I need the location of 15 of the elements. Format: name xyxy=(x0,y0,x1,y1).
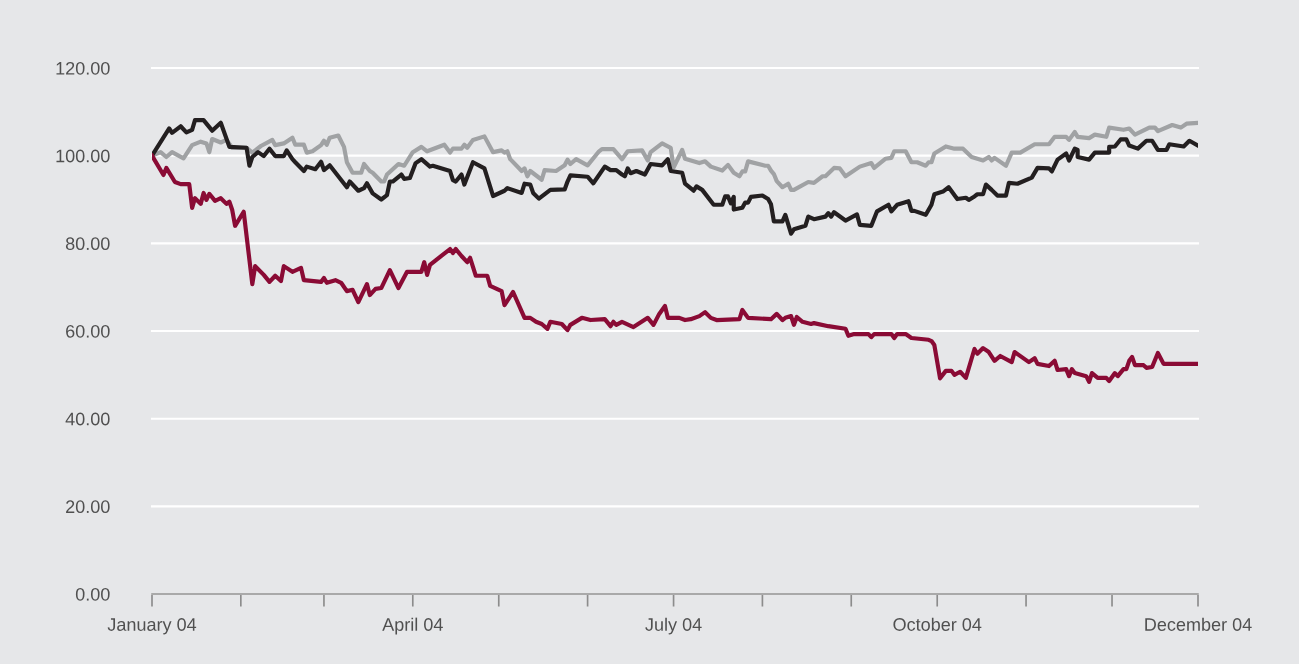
y-tick-label: 120.00 xyxy=(56,61,110,75)
x-tick-label: December 04 xyxy=(1145,617,1252,631)
x-tick-label: July 04 xyxy=(645,617,702,635)
line-series xyxy=(152,153,1198,384)
x-tick-label: January 04 xyxy=(107,618,197,635)
x-tick-label: April 04 xyxy=(382,617,443,635)
y-tick-label: 100.00 xyxy=(56,149,110,163)
y-tick-label: 60.00 xyxy=(66,324,110,338)
y-tick-label: 40.00 xyxy=(65,412,110,426)
x-tick-label: October 04 xyxy=(893,617,982,631)
line-series xyxy=(152,118,1198,236)
y-tick-label: 0.00 xyxy=(75,587,110,601)
y-tick-label: 80.00 xyxy=(65,237,110,251)
line-series xyxy=(152,120,1198,192)
y-tick-label: 20.00 xyxy=(66,500,110,514)
